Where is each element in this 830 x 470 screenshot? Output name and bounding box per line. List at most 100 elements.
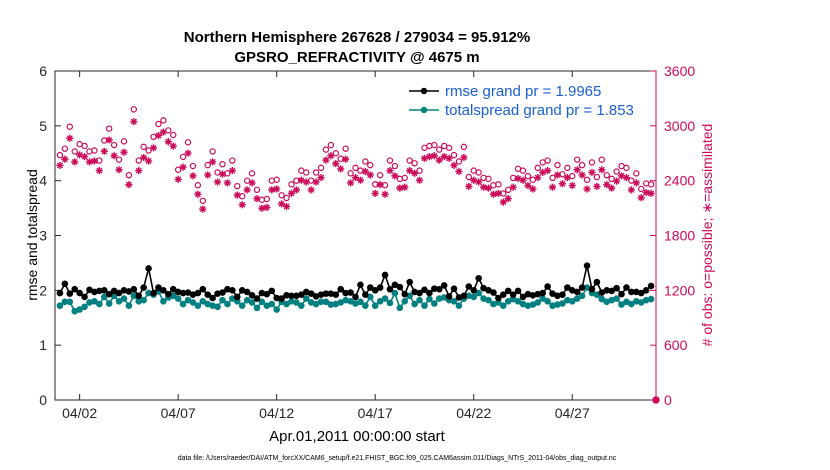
obs-assimilated-point	[342, 155, 350, 163]
obs-assimilated-point	[460, 153, 468, 162]
obs-assimilated-point	[430, 152, 438, 160]
obs-assimilated-point	[647, 189, 655, 197]
obs-assimilated-stroke	[298, 177, 305, 184]
obs-assimilated-stroke	[534, 174, 541, 181]
spread-point	[426, 295, 433, 303]
y-tick-label-right: 3600	[664, 63, 695, 79]
rmse-point	[298, 291, 305, 299]
obs-possible-point	[312, 169, 320, 176]
rmse-point	[583, 262, 591, 269]
rmse-point	[204, 291, 212, 299]
obs-possible-point	[322, 146, 330, 153]
obs-assimilated-stroke	[120, 149, 127, 156]
obs-possible-point	[110, 141, 118, 149]
obs-possible-point	[253, 186, 261, 194]
rmse-point	[56, 289, 64, 297]
obs-assimilated-stroke	[239, 201, 246, 208]
obs-assimilated-point	[548, 183, 557, 191]
obs-assimilated-stroke	[579, 171, 586, 179]
obs-assimilated-point	[228, 167, 236, 175]
obs-possible-point	[485, 175, 492, 183]
obs-assimilated-point	[302, 178, 310, 186]
obs-assimilated-point	[435, 156, 443, 164]
obs-possible-point	[194, 182, 202, 189]
obs-assimilated-stroke	[308, 186, 315, 193]
obs-assimilated-stroke	[357, 177, 364, 184]
obs-assimilated-stroke	[505, 195, 512, 202]
rmse-point	[371, 287, 379, 294]
obs-assimilated-stroke	[648, 190, 655, 197]
obs-assimilated-point	[140, 153, 148, 162]
spread-point	[371, 302, 379, 309]
obs-possible-point	[603, 171, 610, 179]
rmse-point	[376, 284, 384, 291]
spread-point	[298, 302, 305, 309]
obs-assimilated-point	[509, 183, 517, 191]
obs-assimilated-stroke	[288, 190, 295, 197]
rmse-point	[642, 287, 650, 294]
spread-point	[268, 300, 276, 308]
obs-assimilated-point	[450, 161, 458, 169]
obs-possible-point	[549, 174, 556, 182]
obs-assimilated-stroke	[608, 185, 615, 192]
obs-possible-point	[273, 176, 280, 183]
obs-assimilated-point	[218, 170, 227, 178]
spread-point	[568, 298, 576, 305]
obs-assimilated-point	[110, 152, 118, 160]
obs-possible-point	[431, 141, 438, 149]
spread-point	[238, 302, 246, 309]
obs-assimilated-stroke	[184, 150, 192, 157]
spread-point	[628, 300, 635, 308]
spread-point	[598, 295, 606, 303]
obs-possible-point	[544, 157, 551, 164]
spread-point	[431, 300, 438, 307]
obs-possible-point	[445, 144, 453, 151]
rmse-point	[81, 293, 88, 301]
obs-assimilated-stroke	[303, 178, 310, 186]
obs-possible-point	[401, 174, 408, 182]
rmse-point	[450, 285, 458, 292]
obs-assimilated-point	[627, 186, 635, 194]
obs-assimilated-stroke	[125, 181, 132, 188]
obs-possible-point	[647, 181, 655, 188]
obs-assimilated-stroke	[519, 177, 527, 184]
spread-point	[578, 292, 586, 300]
spread-point	[450, 298, 458, 305]
obs-possible-point	[56, 151, 64, 159]
obs-assimilated-stroke	[337, 165, 344, 172]
obs-possible-point	[386, 157, 394, 164]
spread-point	[199, 298, 207, 305]
obs-possible-point	[519, 167, 527, 174]
obs-assimilated-stroke	[623, 174, 630, 181]
spread-point	[559, 300, 566, 307]
obs-assimilated-point	[603, 181, 611, 189]
spread-point	[56, 302, 64, 309]
obs-possible-point	[495, 181, 502, 188]
obs-assimilated-point	[484, 184, 493, 192]
obs-possible-point	[460, 143, 468, 151]
spread-point	[189, 299, 197, 306]
rmse-point	[248, 291, 256, 299]
rmse-point	[219, 289, 226, 296]
spread-point	[485, 296, 492, 304]
obs-assimilated-stroke	[224, 179, 231, 186]
obs-assimilated-stroke	[386, 167, 393, 174]
obs-assimilated-stroke	[194, 191, 201, 198]
rmse-point	[490, 289, 497, 296]
obs-assimilated-point	[573, 166, 581, 174]
obs-assimilated-point	[558, 180, 567, 188]
spread-point	[174, 295, 182, 302]
obs-assimilated-point	[361, 167, 369, 176]
x-tick-label: 04/07	[161, 405, 196, 421]
obs-possible-point	[91, 147, 98, 154]
obs-assimilated-point	[154, 131, 163, 140]
obs-assimilated-point	[233, 191, 241, 199]
obs-assimilated-point	[588, 168, 596, 176]
obs-assimilated-stroke	[165, 138, 172, 145]
legend-entry-label: rmse grand pr = 1.9965	[445, 83, 601, 100]
obs-possible-point	[357, 167, 364, 174]
obs-assimilated-point	[544, 167, 552, 175]
rmse-point	[539, 289, 546, 297]
obs-assimilated-point	[287, 189, 296, 197]
obs-assimilated-stroke	[352, 174, 359, 181]
